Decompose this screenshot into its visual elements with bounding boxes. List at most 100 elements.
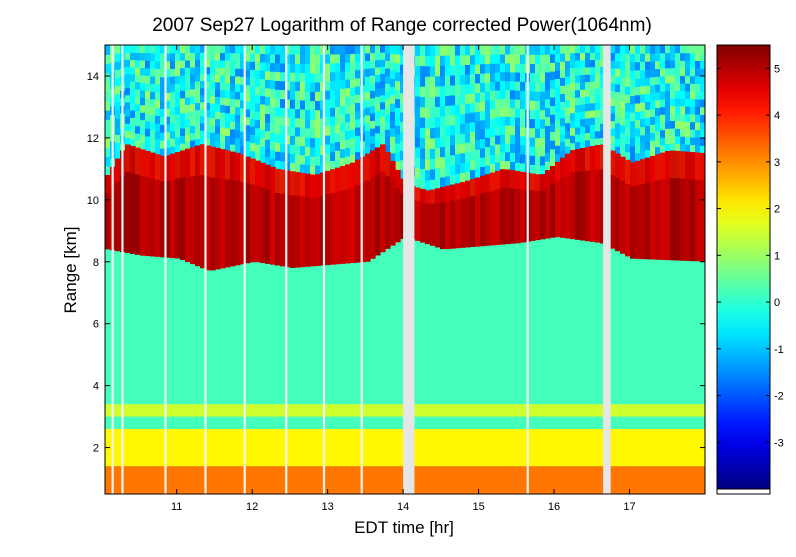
noise-cell <box>480 45 486 55</box>
noise-cell <box>470 159 476 171</box>
noise-cell <box>315 72 321 83</box>
noise-cell <box>555 153 561 163</box>
noise-cell <box>505 107 511 117</box>
noise-cell <box>455 104 461 115</box>
noise-cell <box>425 159 431 171</box>
noise-cell <box>545 125 551 135</box>
noise-cell <box>670 60 676 69</box>
noise-cell <box>530 54 536 64</box>
noise-cell <box>355 94 361 103</box>
noise-cell <box>660 106 666 115</box>
noise-cell <box>235 137 241 146</box>
noise-cell <box>670 120 676 129</box>
noise-cell <box>395 62 401 73</box>
noise-cell <box>335 53 341 64</box>
noise-cell <box>660 75 666 85</box>
noise-cell <box>115 150 121 160</box>
noise-cell <box>300 108 306 119</box>
cloud-edge <box>265 164 271 190</box>
noise-cell <box>195 131 201 139</box>
noise-cell <box>295 163 301 173</box>
noise-cell <box>515 63 521 73</box>
noise-cell <box>680 45 686 54</box>
noise-cell <box>340 45 346 55</box>
noise-cell <box>520 153 526 164</box>
noise-cell <box>320 154 326 165</box>
noise-cell <box>515 81 521 91</box>
noise-cell <box>565 122 571 131</box>
noise-cell <box>300 127 306 138</box>
noise-cell <box>320 54 326 64</box>
noise-cell <box>140 97 146 106</box>
noise-cell <box>240 68 246 77</box>
noise-cell <box>490 154 496 165</box>
noise-cell <box>205 95 211 104</box>
noise-cell <box>590 131 596 140</box>
noise-cell <box>370 75 376 84</box>
cloud-edge <box>555 161 561 181</box>
noise-cell <box>435 75 441 87</box>
noise-cell <box>155 107 161 116</box>
noise-cell <box>395 125 401 135</box>
noise-cell <box>550 122 556 133</box>
noise-cell <box>105 156 111 167</box>
noise-cell <box>155 99 161 109</box>
noise-cell <box>550 140 556 150</box>
noise-cell <box>210 95 216 104</box>
noise-cell <box>395 53 401 64</box>
noise-cell <box>575 52 581 61</box>
noise-cell <box>160 52 166 62</box>
noise-cell <box>415 177 421 189</box>
noise-cell <box>460 74 466 85</box>
noise-cell <box>635 119 641 129</box>
noise-cell <box>485 155 491 166</box>
noise-cell <box>550 157 556 167</box>
noise-cell <box>585 110 591 119</box>
noise-cell <box>340 96 346 107</box>
noise-cell <box>310 91 316 102</box>
x-tick-label: 12 <box>246 501 258 513</box>
noise-cell <box>240 146 246 156</box>
noise-cell <box>395 134 401 144</box>
noise-cell <box>560 149 566 159</box>
noise-cell <box>515 108 521 118</box>
noise-cell <box>320 99 326 110</box>
cloud-edge <box>700 152 705 181</box>
cloud-column <box>385 152 391 249</box>
noise-cell <box>590 73 596 82</box>
noise-cell <box>370 112 376 121</box>
noise-cell <box>640 126 646 136</box>
noise-cell <box>575 59 581 68</box>
noise-cell <box>495 71 501 82</box>
noise-cell <box>560 85 566 94</box>
noise-cell <box>555 70 561 79</box>
noise-cell <box>285 143 291 154</box>
noise-cell <box>205 116 211 125</box>
noise-cell <box>115 126 121 135</box>
cloud-column <box>280 169 286 267</box>
noise-cell <box>230 98 236 107</box>
cloud-edge <box>440 187 446 203</box>
noise-cell <box>115 134 121 144</box>
noise-cell <box>370 127 376 137</box>
cloud-column <box>635 160 641 259</box>
noise-cell <box>470 54 476 65</box>
noise-cell <box>195 59 201 68</box>
noise-cell <box>675 60 681 69</box>
cloud-column <box>250 158 256 263</box>
noise-cell <box>250 126 256 135</box>
cloud-edge <box>210 146 216 178</box>
noise-cell <box>275 124 281 135</box>
cloud-column <box>235 152 241 266</box>
noise-cell <box>520 108 526 119</box>
noise-cell <box>235 122 241 131</box>
noise-cell <box>465 161 471 172</box>
noise-cell <box>330 62 336 73</box>
noise-cell <box>445 105 451 117</box>
noise-cell <box>295 90 301 101</box>
noise-cell <box>355 118 361 128</box>
noise-cell <box>580 45 586 53</box>
cloud-edge <box>520 171 526 190</box>
noise-cell <box>450 94 456 106</box>
